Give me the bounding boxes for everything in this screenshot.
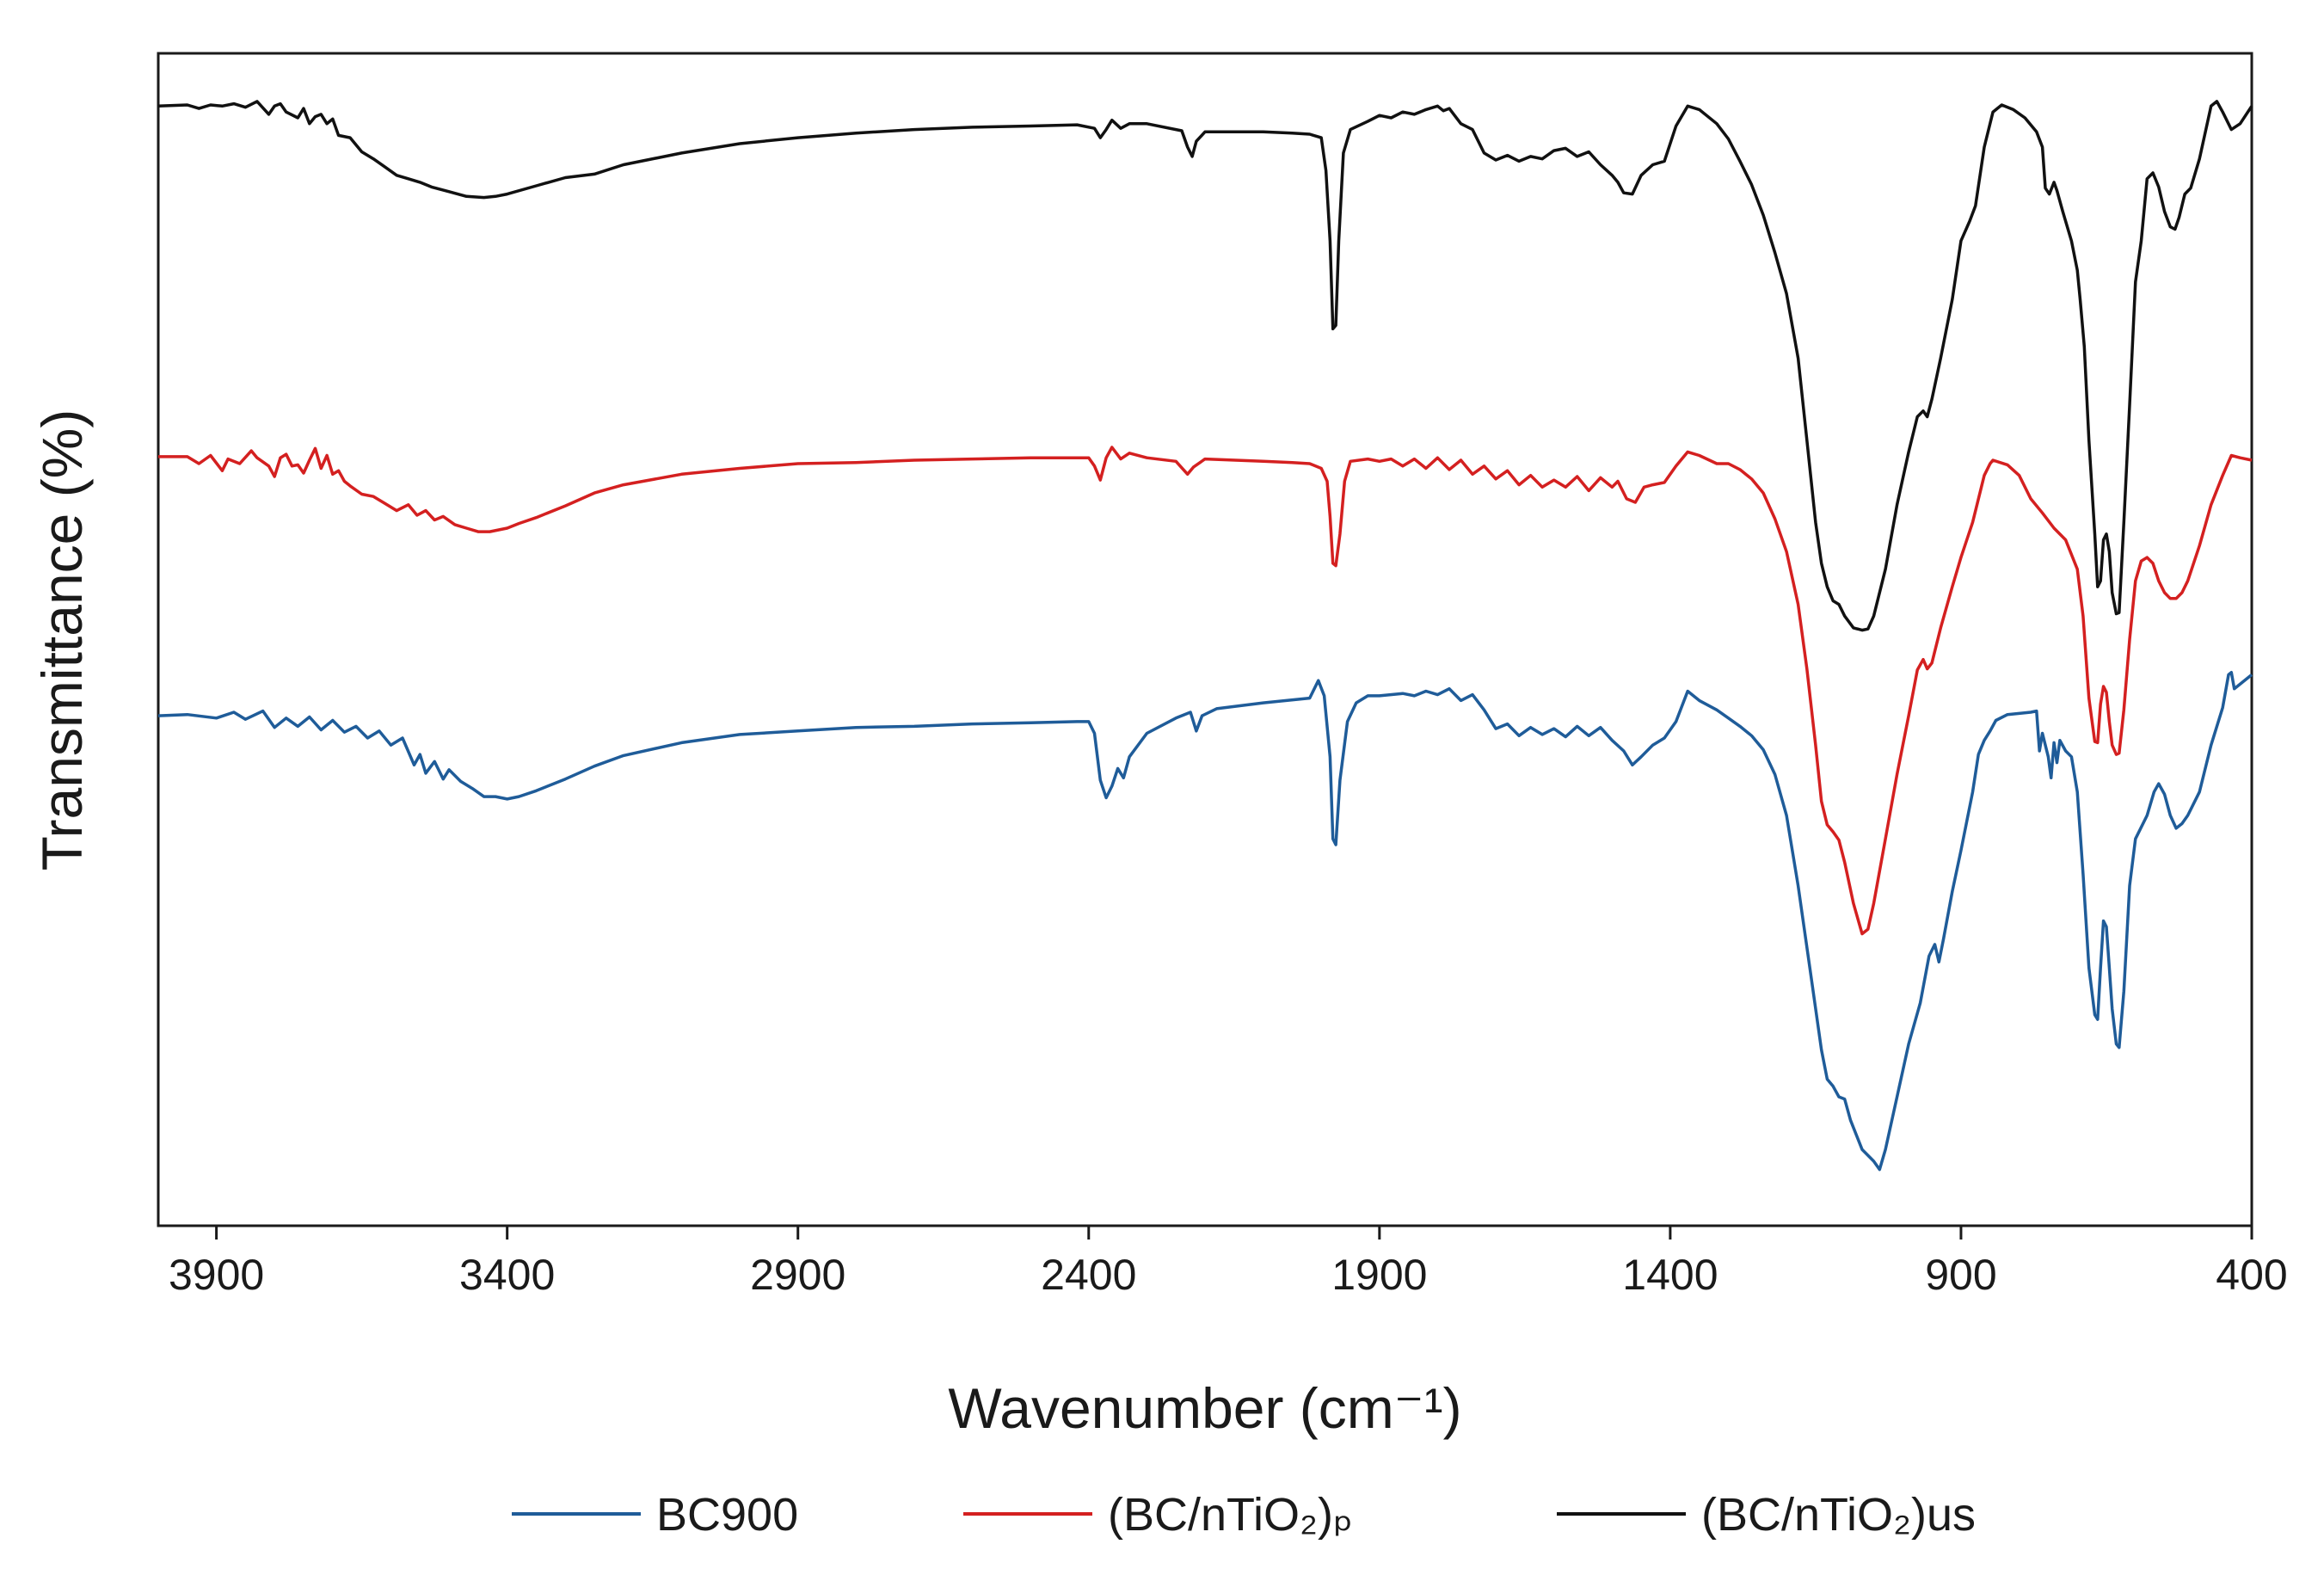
y-axis-title: Transmittance (%) [30,409,94,871]
x-tick-label: 3400 [459,1251,555,1299]
x-tick-label: 400 [2216,1251,2287,1299]
series-line-3 [157,100,2253,632]
series-line-2 [158,446,2253,936]
x-tick-label: 3900 [169,1251,264,1299]
x-axis: 3900 3400 2900 2400 1900 1400 900 400 [169,1226,2288,1299]
plot-area-frame [157,52,2253,1227]
x-axis-title: Wavenumber (cm⁻¹) [948,1376,1461,1440]
legend-label-3: (BC/nTiO₂)us [1701,1489,1976,1541]
x-tick-label: 900 [1925,1251,1996,1299]
legend-label-1: BC900 [656,1489,798,1541]
series-layer [157,100,2253,1172]
x-tick-label: 2400 [1041,1251,1136,1299]
x-tick-label: 2900 [750,1251,845,1299]
legend-label-2: (BC/nTiO₂)ₚ [1108,1489,1353,1541]
legend: BC900 (BC/nTiO₂)ₚ (BC/nTiO₂)us [512,1489,1976,1541]
x-tick-label: 1400 [1622,1251,1718,1299]
series-line-1 [157,670,2253,1172]
x-tick-label: 1900 [1331,1251,1427,1299]
